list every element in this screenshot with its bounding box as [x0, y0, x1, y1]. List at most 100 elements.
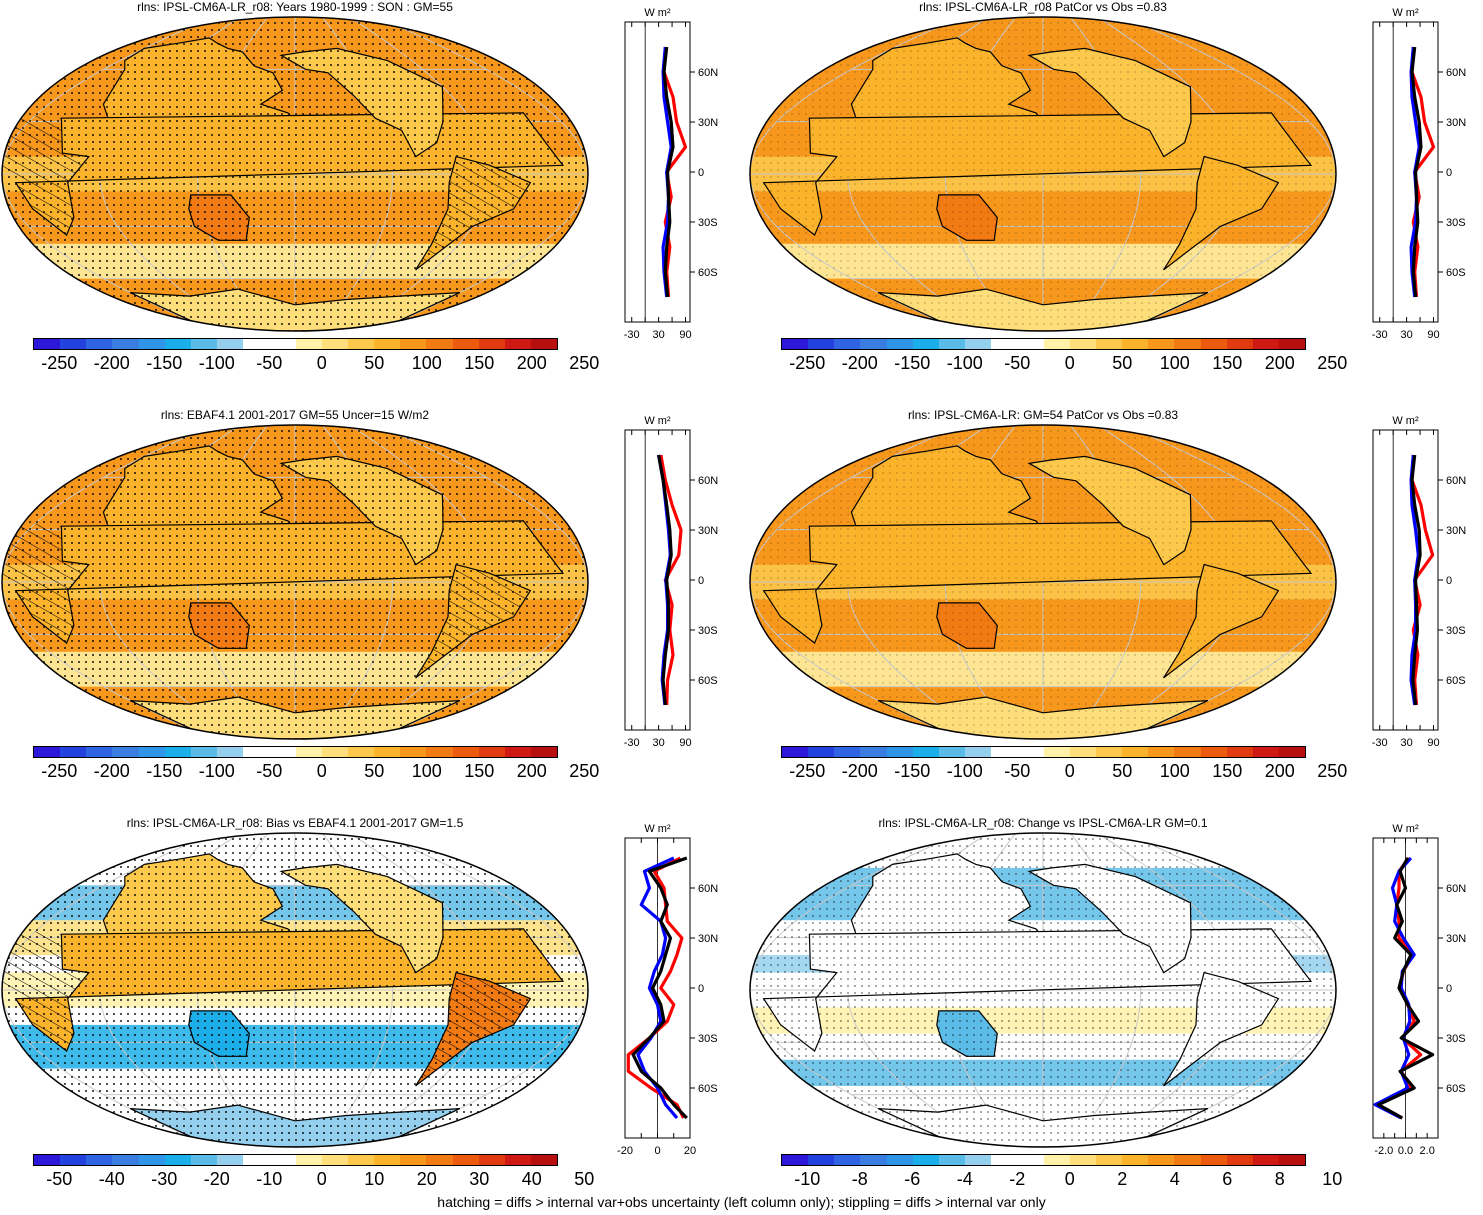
panel-title: rlns: IPSL-CM6A-LR_r08 PatCor vs Obs =0.… — [919, 0, 1167, 14]
colorbar-swatch — [1122, 747, 1149, 757]
colorbar-swatch — [112, 1155, 139, 1165]
colorbar-swatch — [1174, 747, 1201, 757]
colorbar — [781, 338, 1306, 350]
colorbar-label: 10 — [364, 1169, 385, 1189]
map-plot — [749, 832, 1337, 1148]
colorbar-label: -20 — [203, 1169, 230, 1189]
lat-label: 30N — [1446, 933, 1466, 945]
colorbar-swatch — [530, 339, 558, 349]
colorbar-swatch — [965, 747, 992, 757]
colorbar-swatch — [938, 339, 966, 349]
lat-label: 60S — [1446, 1083, 1466, 1095]
map-border — [1, 16, 589, 332]
colorbar-label: 150 — [464, 353, 495, 373]
colorbar-swatch — [347, 747, 375, 757]
colorbar-swatch — [426, 747, 453, 757]
colorbar-swatch — [478, 747, 505, 757]
zonal-mean-plot: W m² 60N 30N 0 30S 60S -2.0 0.0 2.0 — [1372, 823, 1466, 1157]
colorbar-swatch — [60, 1155, 87, 1165]
colorbar-label: 40 — [521, 1169, 542, 1189]
colorbar-swatch — [217, 747, 244, 757]
colorbar-label: 20 — [416, 1169, 437, 1189]
colorbar-swatch — [886, 339, 913, 349]
colorbar-swatch — [860, 339, 887, 349]
colorbar-swatch — [860, 747, 887, 757]
colorbar — [33, 338, 558, 350]
colorbar-label: -40 — [98, 1169, 125, 1189]
colorbar-label: 200 — [516, 761, 547, 781]
colorbar-swatch — [34, 339, 61, 349]
colorbar-swatch — [860, 1155, 887, 1165]
colorbar-label: 50 — [1112, 761, 1133, 781]
colorbar-swatch — [938, 747, 966, 757]
colorbar-swatch — [1043, 1155, 1070, 1165]
map-border — [749, 16, 1337, 332]
colorbar-swatch — [834, 747, 861, 757]
x-tick-label: 0 — [654, 1145, 660, 1157]
map-plot — [749, 16, 1337, 332]
colorbar-swatch — [138, 339, 165, 349]
colorbar-label: -250 — [789, 353, 826, 373]
colorbar-swatch — [217, 1155, 244, 1165]
x-tick-label: 2.0 — [1420, 1145, 1435, 1157]
map-plot — [1, 424, 589, 740]
colorbar-swatch — [374, 747, 401, 757]
x-tick-label: 30 — [1400, 737, 1412, 749]
colorbar-swatch — [1252, 747, 1279, 757]
lat-label: 60S — [698, 1083, 718, 1095]
colorbar-swatch — [1200, 339, 1227, 349]
lat-label: 0 — [1446, 167, 1452, 179]
colorbar-label: -2 — [1009, 1169, 1026, 1189]
colorbar-swatch — [530, 747, 558, 757]
zonal-frame — [624, 429, 691, 731]
colorbar-swatch — [808, 747, 835, 757]
colorbar-swatch — [1069, 747, 1096, 757]
colorbar-label: 10 — [1322, 1169, 1343, 1189]
colorbar-label: 2 — [1117, 1169, 1128, 1189]
colorbar-label: 250 — [569, 761, 600, 781]
zonal-mean-plot: W m² 60N 30N 0 30S 60S -30 30 90 — [624, 415, 718, 749]
colorbar-swatch — [965, 1155, 992, 1165]
lat-label: 0 — [698, 167, 704, 179]
colorbar-label: -250 — [41, 761, 78, 781]
colorbar-swatch — [452, 1155, 479, 1165]
lat-label: 60N — [698, 475, 718, 487]
colorbar — [33, 746, 558, 758]
colorbar-label: -150 — [894, 353, 931, 373]
colorbar-swatch — [295, 747, 322, 757]
map-border — [749, 832, 1337, 1148]
colorbar — [781, 1154, 1306, 1166]
x-tick-label: 0.0 — [1398, 1145, 1413, 1157]
colorbar-labels: -250 -200 -150 -100 -50 0 50 100 150 200 250 — [781, 760, 1347, 782]
colorbar-label: -10 — [794, 1169, 821, 1189]
zonal-frame — [1372, 429, 1439, 731]
colorbar-swatch — [1148, 747, 1175, 757]
colorbar-swatch — [504, 1155, 531, 1165]
map-plot — [1, 832, 589, 1148]
hatching — [415, 564, 531, 678]
lat-label: 30N — [698, 525, 718, 537]
lat-label: 60N — [698, 883, 718, 895]
x-tick-label: 90 — [679, 737, 691, 749]
colorbar-label: -150 — [146, 761, 183, 781]
colorbar-swatch — [530, 1155, 558, 1165]
zonal-units: W m² — [1392, 823, 1419, 835]
colorbar-label: 200 — [1264, 353, 1295, 373]
lat-label: 30N — [698, 117, 718, 129]
colorbar-swatch — [1043, 747, 1070, 757]
colorbar-swatch — [426, 339, 453, 349]
colorbar-swatch — [1069, 339, 1096, 349]
x-tick-label: 90 — [1427, 329, 1439, 341]
zonal-mean-plot: W m² 60N 30N 0 30S 60S -30 30 90 — [624, 7, 718, 341]
colorbar-swatch — [1069, 1155, 1096, 1165]
lat-label: 0 — [698, 983, 704, 995]
colorbar-label: -10 — [256, 1169, 283, 1189]
colorbar-swatch — [86, 1155, 113, 1165]
colorbar-swatch — [374, 339, 401, 349]
x-tick-label: 20 — [684, 1145, 696, 1157]
colorbar-swatch — [400, 1155, 427, 1165]
zonal-units: W m² — [1392, 7, 1419, 19]
panel-model-climatology: rlns: IPSL-CM6A-LR_r08: Years 1980-1999 … — [0, 0, 718, 390]
figure-footnote: hatching = diffs > internal var+obs unce… — [437, 1194, 1046, 1210]
colorbar-swatch — [504, 747, 531, 757]
